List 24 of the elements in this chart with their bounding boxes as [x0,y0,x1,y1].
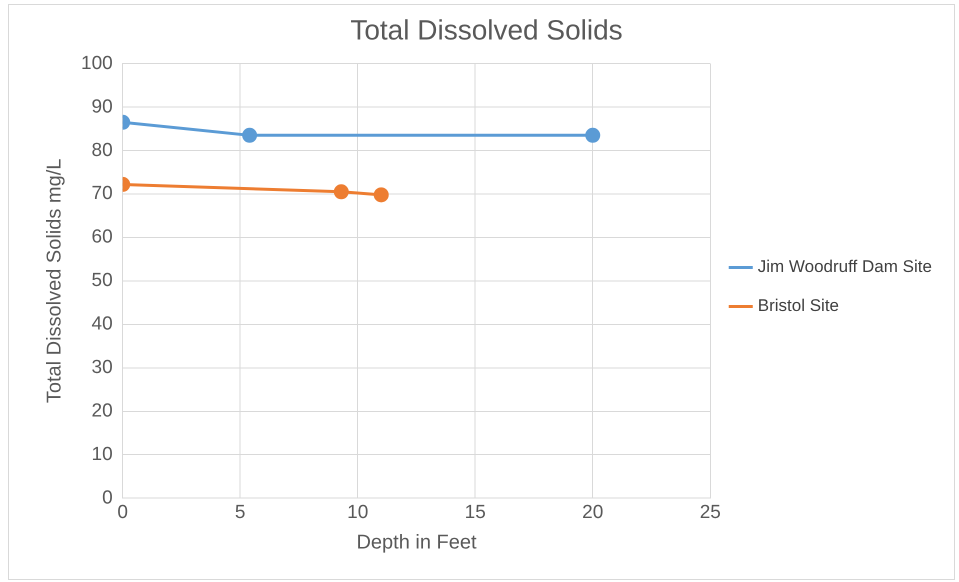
x-tick-label: 15 [464,502,486,523]
y-tick-label: 100 [81,52,113,74]
y-tick-label: 30 [92,357,113,378]
y-tick-label: 60 [92,226,113,248]
y-tick-label: 40 [92,314,113,335]
x-tick-label: 0 [117,502,128,523]
x-tick-label: 25 [700,502,721,523]
y-tick-label: 70 [92,183,113,204]
x-tick-label: 10 [347,502,368,523]
point [374,187,389,202]
x-tick-label: 20 [582,502,604,523]
y-tick-label: 90 [92,96,113,118]
point [334,184,349,200]
y-tick-label: 20 [92,400,113,422]
x-axis-title: Depth in Feet [356,532,477,554]
y-tick-label: 50 [92,270,113,292]
legend-label: Jim Woodruff Dam Site [758,257,932,276]
y-axis-title: Total Dissolved Solids mg/L [44,158,66,404]
y-tick-label: 0 [102,487,113,508]
chart-title: Total Dissolved Solids [350,14,623,46]
y-tick-label: 10 [92,444,113,465]
legend-label: Bristol Site [758,296,839,316]
x-tick-label: 5 [234,502,246,523]
y-tick-label: 80 [92,140,113,161]
